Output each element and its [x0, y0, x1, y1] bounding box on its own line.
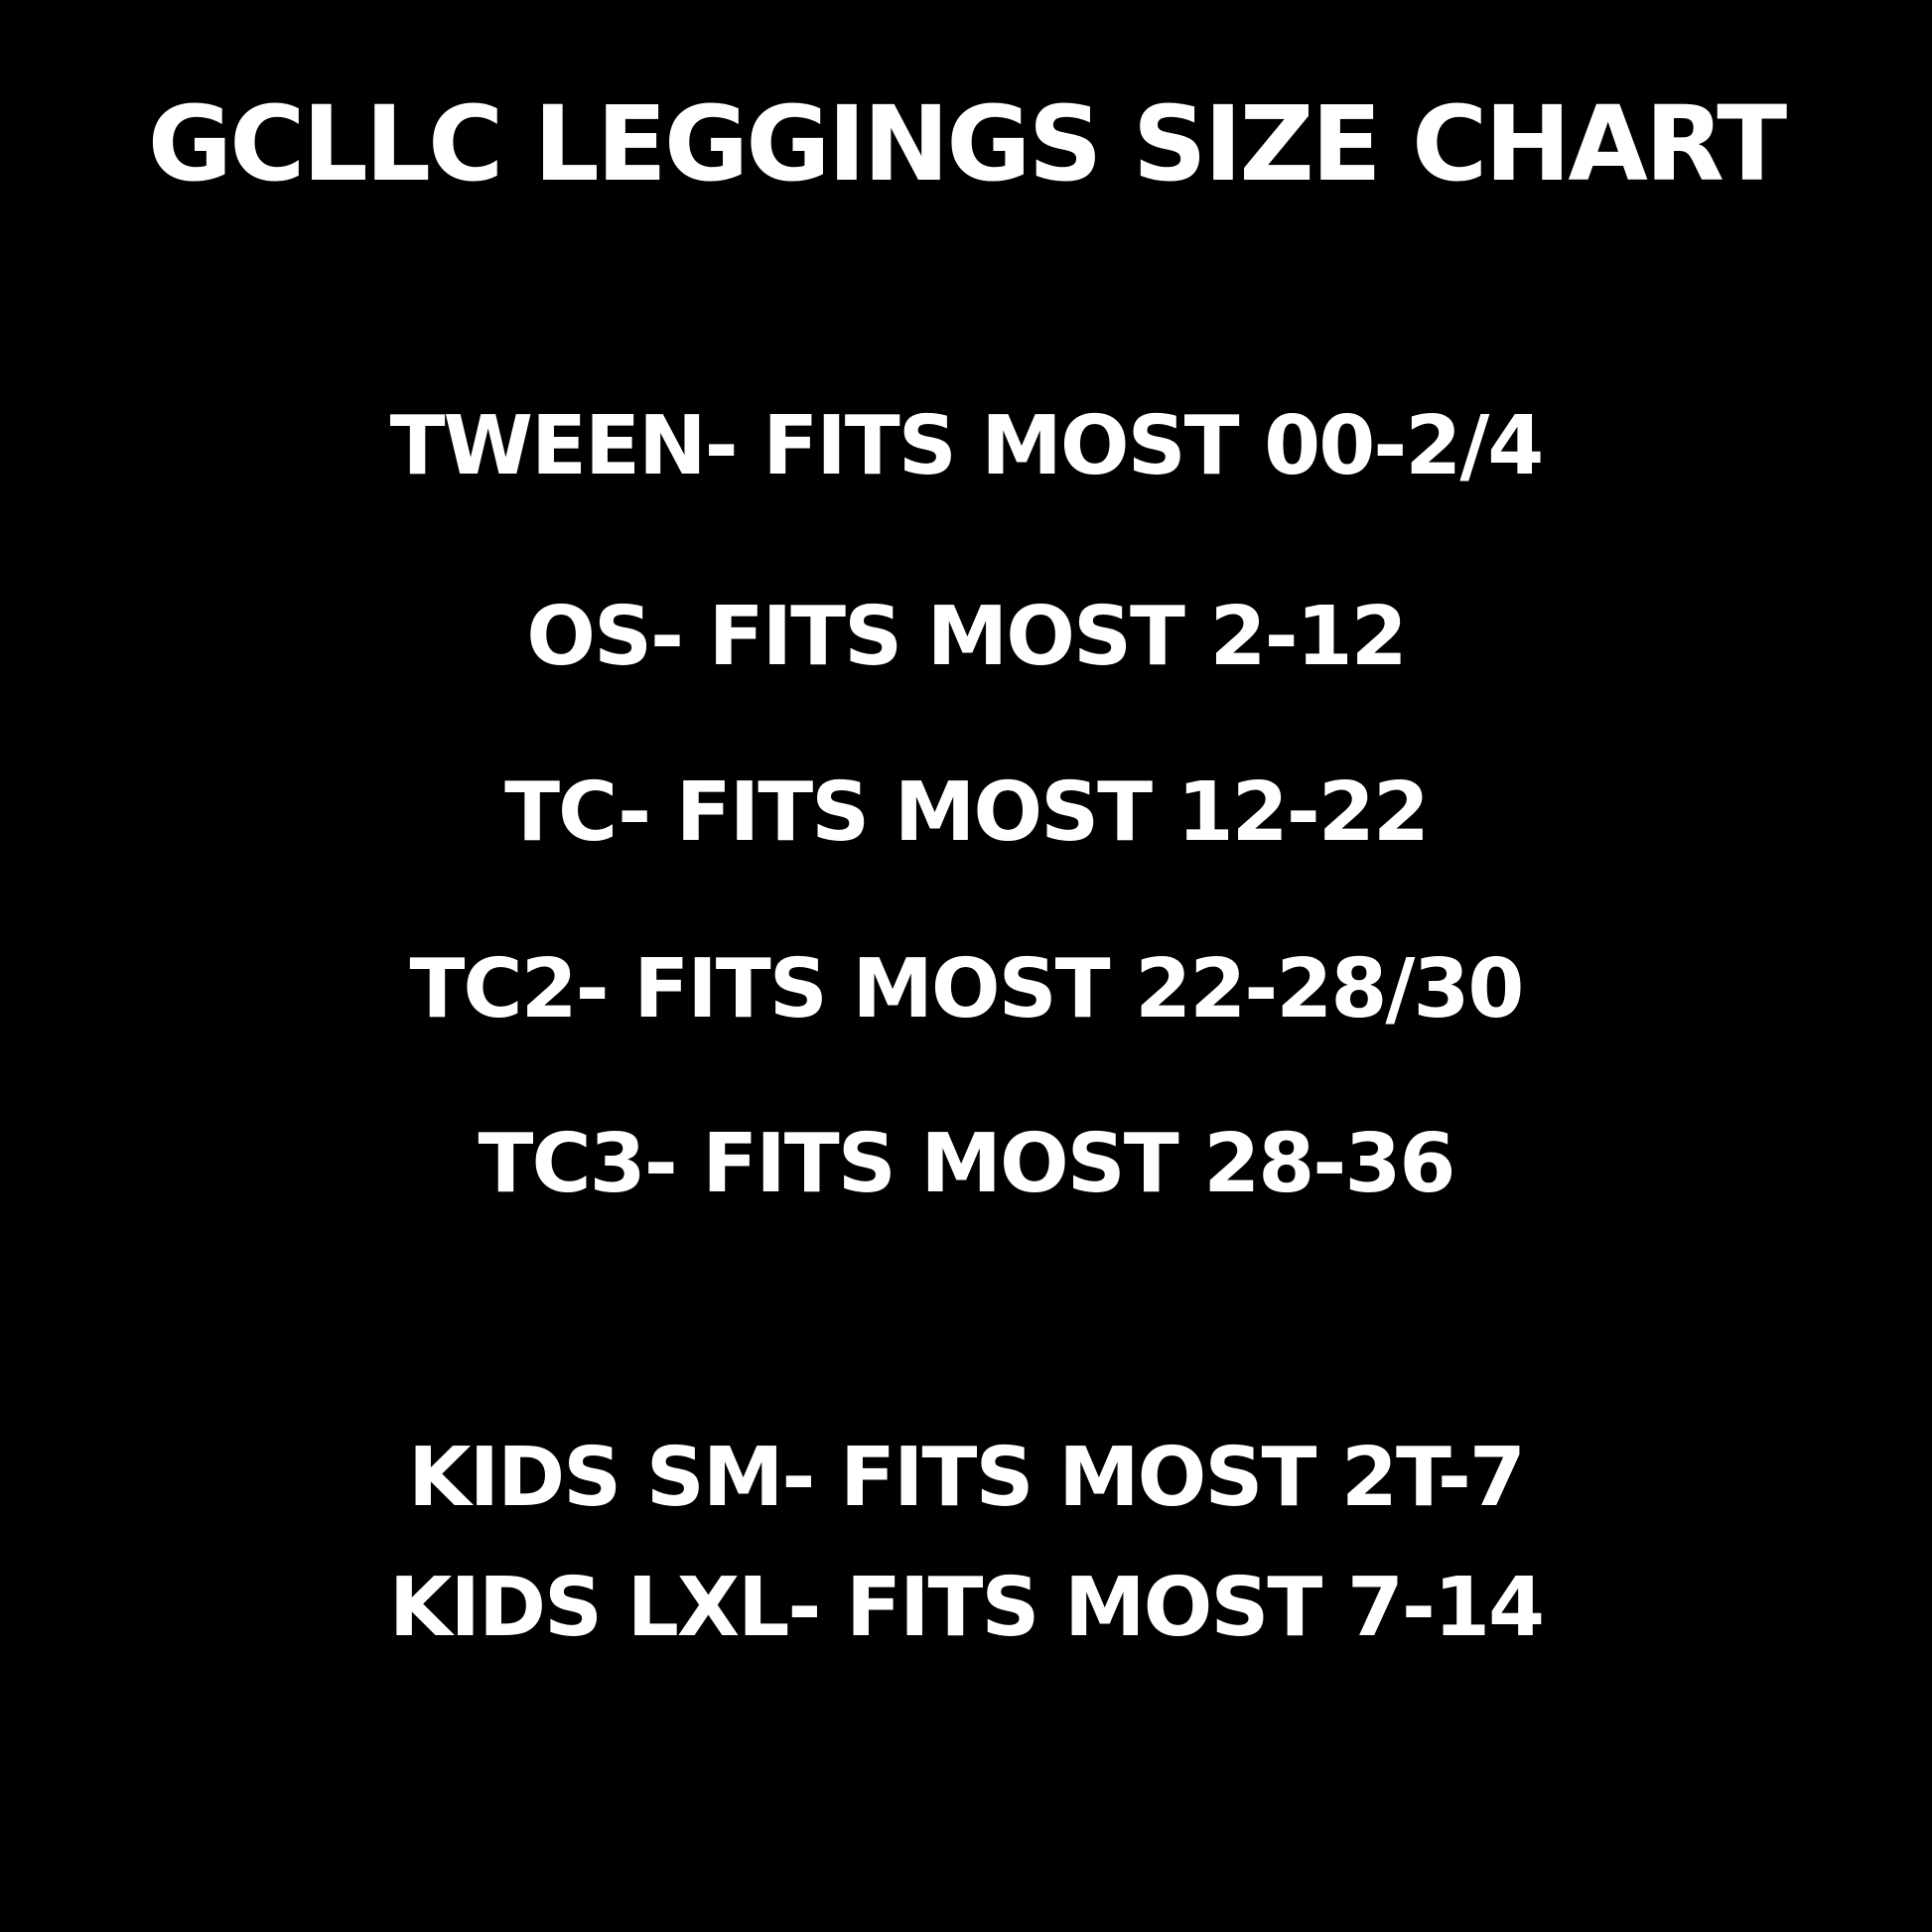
size-row-tc2: TC2- FITS MOST 22-28/30: [0, 935, 1932, 1044]
size-text: TC2- FITS MOST 22-28/30: [409, 942, 1525, 1036]
size-text: KIDS LXL- FITS MOST 7-14: [388, 1561, 1545, 1655]
size-text: TWEEN- FITS MOST 00-2/4: [389, 399, 1545, 493]
size-row-tween: TWEEN- FITS MOST 00-2/4: [0, 392, 1932, 501]
size-text: OS- FITS MOST 2-12: [526, 590, 1407, 684]
size-row-kids-lxl: KIDS LXL- FITS MOST 7-14: [0, 1554, 1932, 1663]
size-row-os: OS- FITS MOST 2-12: [0, 583, 1932, 692]
size-row-tc: TC- FITS MOST 12-22: [0, 759, 1932, 868]
size-row-kids-sm: KIDS SM- FITS MOST 2T-7: [0, 1424, 1932, 1533]
title-text: GCLLC LEGGINGS SIZE CHART: [147, 83, 1787, 205]
size-text: TC- FITS MOST 12-22: [504, 765, 1430, 860]
page-title: GCLLC LEGGINGS SIZE CHART: [0, 79, 1932, 208]
size-row-tc3: TC3- FITS MOST 28-36: [0, 1110, 1932, 1219]
size-text: TC3- FITS MOST 28-36: [478, 1117, 1456, 1211]
size-text: KIDS SM- FITS MOST 2T-7: [408, 1431, 1526, 1525]
